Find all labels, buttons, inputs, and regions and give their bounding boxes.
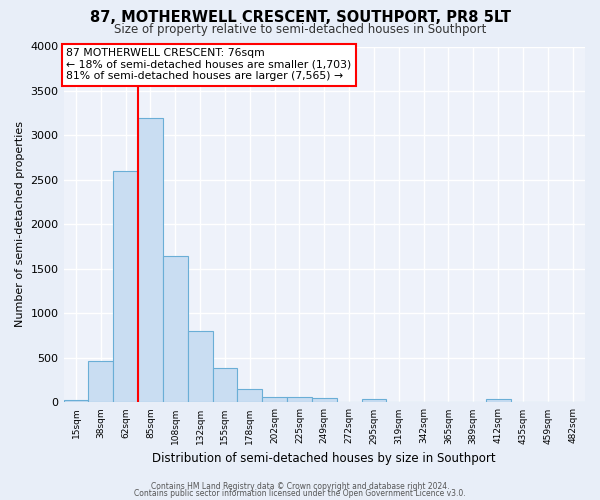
- Bar: [113, 171, 138, 402]
- Bar: [88, 362, 113, 403]
- Text: Contains public sector information licensed under the Open Government Licence v3: Contains public sector information licen…: [134, 488, 466, 498]
- Bar: [138, 118, 163, 403]
- Text: Contains HM Land Registry data © Crown copyright and database right 2024.: Contains HM Land Registry data © Crown c…: [151, 482, 449, 491]
- Y-axis label: Number of semi-detached properties: Number of semi-detached properties: [15, 122, 25, 328]
- Bar: [188, 331, 212, 402]
- Bar: [212, 368, 238, 402]
- Bar: [163, 256, 188, 402]
- Bar: [362, 399, 386, 402]
- Bar: [262, 396, 287, 402]
- Bar: [287, 396, 312, 402]
- Bar: [238, 389, 262, 402]
- X-axis label: Distribution of semi-detached houses by size in Southport: Distribution of semi-detached houses by …: [152, 452, 496, 465]
- Bar: [485, 400, 511, 402]
- Bar: [64, 400, 88, 402]
- Bar: [312, 398, 337, 402]
- Text: 87, MOTHERWELL CRESCENT, SOUTHPORT, PR8 5LT: 87, MOTHERWELL CRESCENT, SOUTHPORT, PR8 …: [89, 10, 511, 25]
- Text: 87 MOTHERWELL CRESCENT: 76sqm
← 18% of semi-detached houses are smaller (1,703)
: 87 MOTHERWELL CRESCENT: 76sqm ← 18% of s…: [66, 48, 352, 82]
- Text: Size of property relative to semi-detached houses in Southport: Size of property relative to semi-detach…: [114, 22, 486, 36]
